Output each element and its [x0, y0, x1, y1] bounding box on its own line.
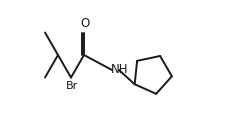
Text: O: O [80, 17, 90, 30]
Text: Br: Br [66, 81, 78, 90]
Text: NH: NH [111, 63, 128, 76]
